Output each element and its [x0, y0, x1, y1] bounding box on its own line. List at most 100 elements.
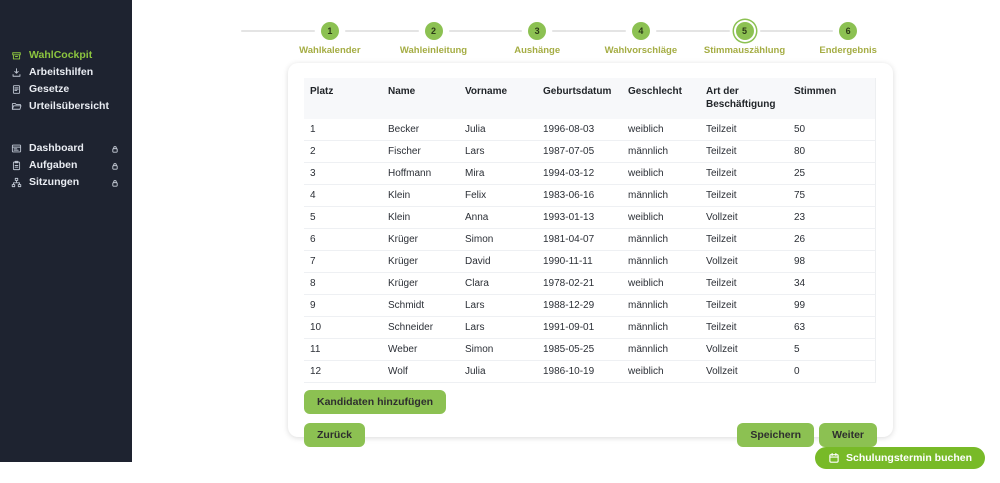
cell-geschlecht: männlich [622, 184, 700, 207]
sidebar-item-locked[interactable]: Sitzungen [0, 174, 132, 191]
cell-vorname: David [459, 250, 537, 273]
sidebar-item-label: Urteilsübersicht [29, 100, 109, 112]
cell-beschaeftigung: Teilzeit [700, 162, 788, 185]
table-row: 11 Weber Simon 1985-05-25 männlich Vollz… [304, 338, 875, 361]
cell-geschlecht: weiblich [622, 119, 700, 141]
cell-platz: 10 [304, 316, 382, 339]
stepper-step[interactable]: 5 Stimmauszählung [655, 22, 797, 56]
table-header-row: Platz Name Vorname Geburtsdatum Geschlec… [304, 78, 875, 119]
download-icon [11, 67, 22, 78]
next-button[interactable]: Weiter [819, 423, 877, 447]
cell-name: Klein [382, 184, 459, 207]
candidates-table: Platz Name Vorname Geburtsdatum Geschlec… [304, 78, 876, 383]
cell-name: Hoffmann [382, 162, 459, 185]
lock-icon [110, 161, 120, 171]
column-header: Platz [304, 78, 382, 119]
cell-platz: 3 [304, 162, 382, 185]
cell-beschaeftigung: Teilzeit [700, 140, 788, 163]
book-training-label: Schulungstermin buchen [845, 452, 972, 464]
cell-geschlecht: männlich [622, 294, 700, 317]
cell-platz: 1 [304, 119, 382, 141]
sidebar-item-label: Dashboard [29, 142, 84, 154]
cell-beschaeftigung: Teilzeit [700, 119, 788, 141]
back-button[interactable]: Zurück [304, 423, 366, 447]
step-label: Endergebnis [819, 45, 877, 56]
cell-vorname: Felix [459, 184, 537, 207]
folder-icon [11, 101, 22, 112]
cell-platz: 2 [304, 140, 382, 163]
cell-platz: 8 [304, 272, 382, 295]
cell-stimmen: 5 [788, 338, 875, 361]
cell-stimmen: 34 [788, 272, 875, 295]
cell-vorname: Lars [459, 316, 537, 339]
stepper-step[interactable]: 4 Wahlvorschläge [552, 22, 693, 56]
cell-geburtsdatum: 1991-09-01 [537, 316, 622, 339]
card-footer: Zurück Speichern Weiter [304, 423, 877, 447]
step-number-badge: 1 [320, 22, 339, 40]
cell-beschaeftigung: Teilzeit [700, 316, 788, 339]
table-row: 8 Krüger Clara 1978-02-21 weiblich Teilz… [304, 272, 875, 295]
clipboard-icon [11, 160, 22, 171]
cell-geburtsdatum: 1990-11-11 [537, 250, 622, 273]
sidebar-item-locked[interactable]: Aufgaben [0, 157, 132, 174]
table-row: 2 Fischer Lars 1987-07-05 männlich Teilz… [304, 140, 875, 163]
cell-geschlecht: männlich [622, 228, 700, 251]
wizard-stepper: 1 Wahlkalender 2 Wahleinleitung 3 Aushän… [241, 22, 900, 56]
column-header: Vorname [459, 78, 537, 119]
cell-geburtsdatum: 1981-04-07 [537, 228, 622, 251]
step-number-badge: 4 [631, 22, 650, 40]
cell-name: Becker [382, 119, 459, 141]
cell-platz: 12 [304, 360, 382, 383]
cell-geburtsdatum: 1994-03-12 [537, 162, 622, 185]
sidebar-item[interactable]: Arbeitshilfen [0, 64, 132, 81]
sidebar-item[interactable]: Urteilsübersicht [0, 98, 132, 115]
cell-stimmen: 26 [788, 228, 875, 251]
cell-name: Krüger [382, 228, 459, 251]
sidebar-item-label: Gesetze [29, 83, 70, 95]
stepper-step[interactable]: 1 Wahlkalender [241, 22, 382, 56]
cell-geschlecht: weiblich [622, 272, 700, 295]
cell-geburtsdatum: 1986-10-19 [537, 360, 622, 383]
cell-geschlecht: weiblich [622, 162, 700, 185]
sidebar-item-locked[interactable]: Dashboard [0, 140, 132, 157]
cell-geburtsdatum: 1978-02-21 [537, 272, 622, 295]
dashboard-icon [11, 143, 22, 154]
cell-vorname: Anna [459, 206, 537, 229]
calendar-icon [828, 452, 840, 464]
cell-beschaeftigung: Teilzeit [700, 272, 788, 295]
cell-geburtsdatum: 1983-06-16 [537, 184, 622, 207]
cell-name: Weber [382, 338, 459, 361]
ballot-box-icon [11, 50, 22, 61]
step-label: Aushänge [514, 45, 561, 56]
cell-name: Schmidt [382, 294, 459, 317]
cell-geburtsdatum: 1993-01-13 [537, 206, 622, 229]
cell-vorname: Clara [459, 272, 537, 295]
save-button[interactable]: Speichern [737, 423, 815, 447]
table-row: 12 Wolf Julia 1986-10-19 weiblich Vollze… [304, 360, 875, 383]
sidebar-item[interactable]: Gesetze [0, 81, 132, 98]
table-row: 9 Schmidt Lars 1988-12-29 männlich Teilz… [304, 294, 875, 317]
table-row: 5 Klein Anna 1993-01-13 weiblich Vollzei… [304, 206, 875, 229]
cell-name: Schneider [382, 316, 459, 339]
column-header: Geschlecht [622, 78, 700, 119]
stepper-step[interactable]: 3 Aushänge [448, 22, 589, 56]
cell-name: Wolf [382, 360, 459, 383]
candidates-card: Platz Name Vorname Geburtsdatum Geschlec… [288, 63, 893, 447]
cell-stimmen: 0 [788, 360, 875, 383]
column-header: Stimmen [788, 78, 875, 119]
cell-vorname: Mira [459, 162, 537, 185]
cell-vorname: Julia [459, 360, 537, 383]
add-candidates-button[interactable]: Kandidaten hinzufügen [304, 390, 447, 414]
stepper-step[interactable]: 2 Wahleinleitung [344, 22, 486, 56]
cell-stimmen: 99 [788, 294, 875, 317]
book-training-button[interactable]: Schulungstermin buchen [814, 447, 985, 469]
cell-beschaeftigung: Vollzeit [700, 206, 788, 229]
cell-vorname: Lars [459, 294, 537, 317]
cell-beschaeftigung: Vollzeit [700, 360, 788, 383]
stepper-step[interactable]: 6 Endergebnis [759, 22, 900, 56]
cell-platz: 6 [304, 228, 382, 251]
sidebar-item[interactable]: WahlCockpit [0, 47, 132, 64]
cell-beschaeftigung: Teilzeit [700, 294, 788, 317]
lock-icon [110, 178, 120, 188]
cell-geburtsdatum: 1987-07-05 [537, 140, 622, 163]
